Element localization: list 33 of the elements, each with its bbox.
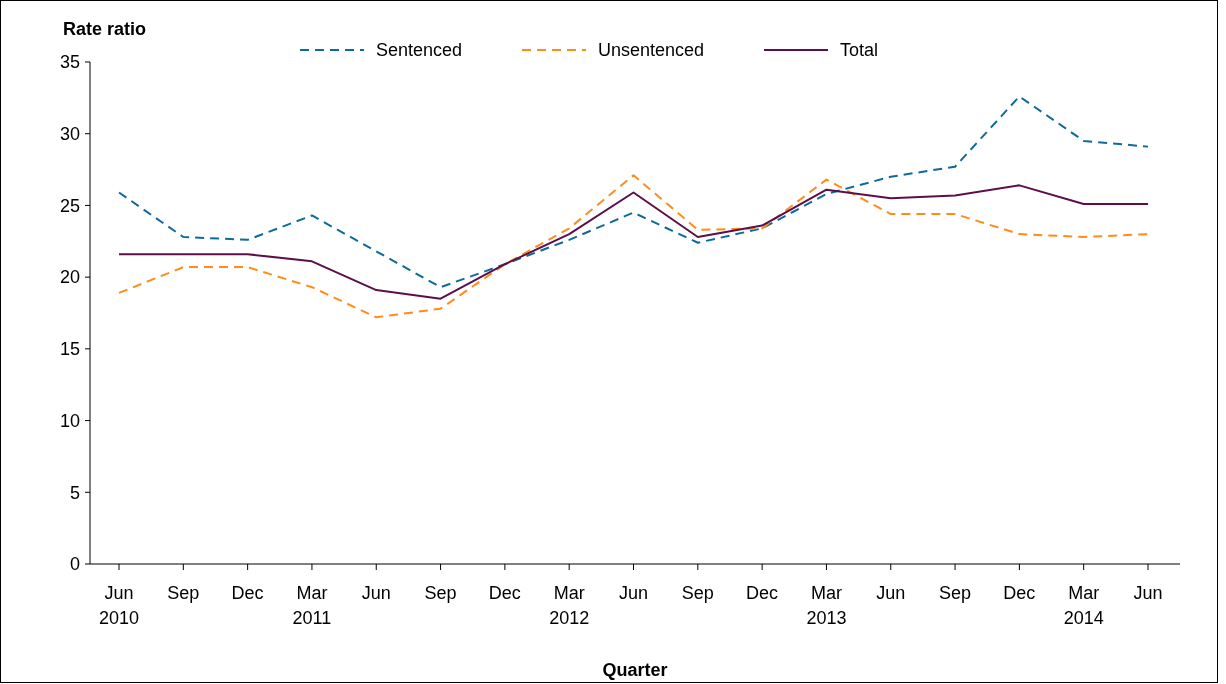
line-series xyxy=(118,174,1149,319)
x-tick-label: Dec xyxy=(746,583,779,603)
x-tick-label: Mar 2014 xyxy=(1063,583,1104,628)
y-tick-label: 20 xyxy=(59,267,80,288)
y-axis-title: Rate ratio xyxy=(63,19,147,39)
line-series xyxy=(118,184,1149,300)
x-tick-label: Dec xyxy=(488,583,521,603)
x-tick-label: Sep xyxy=(167,583,200,603)
x-tick-label: Jun xyxy=(1133,583,1163,603)
x-tick-label: Jun xyxy=(618,583,649,603)
y-tick-label: 15 xyxy=(59,339,80,360)
y-tick-label: 30 xyxy=(59,124,80,145)
y-tick-label: 25 xyxy=(59,195,80,216)
legend-label: Total xyxy=(840,40,879,61)
x-tick-label: Mar 2011 xyxy=(292,583,332,628)
x-tick-label: Dec xyxy=(1003,583,1036,603)
x-axis-title: Quarter xyxy=(602,660,668,680)
x-tick-label: Jun 2010 xyxy=(98,583,140,628)
y-tick-label: 0 xyxy=(69,554,80,575)
y-tick-label: 10 xyxy=(59,410,80,431)
x-tick-label: Dec xyxy=(231,583,264,603)
x-tick-label: Mar 2013 xyxy=(806,583,847,628)
line-series xyxy=(118,95,1149,289)
y-tick-label: 5 xyxy=(69,482,80,503)
legend-label: Sentenced xyxy=(376,40,463,61)
x-tick-label: Jun xyxy=(876,583,906,603)
x-tick-label: Jun xyxy=(361,583,391,603)
x-tick-label: Mar 2012 xyxy=(549,583,590,628)
x-tick-label: Sep xyxy=(424,583,457,603)
y-tick-label: 35 xyxy=(59,52,80,73)
x-tick-label: Sep xyxy=(939,583,972,603)
legend-label: Unsentenced xyxy=(598,40,705,61)
x-tick-label: Sep xyxy=(681,583,714,603)
